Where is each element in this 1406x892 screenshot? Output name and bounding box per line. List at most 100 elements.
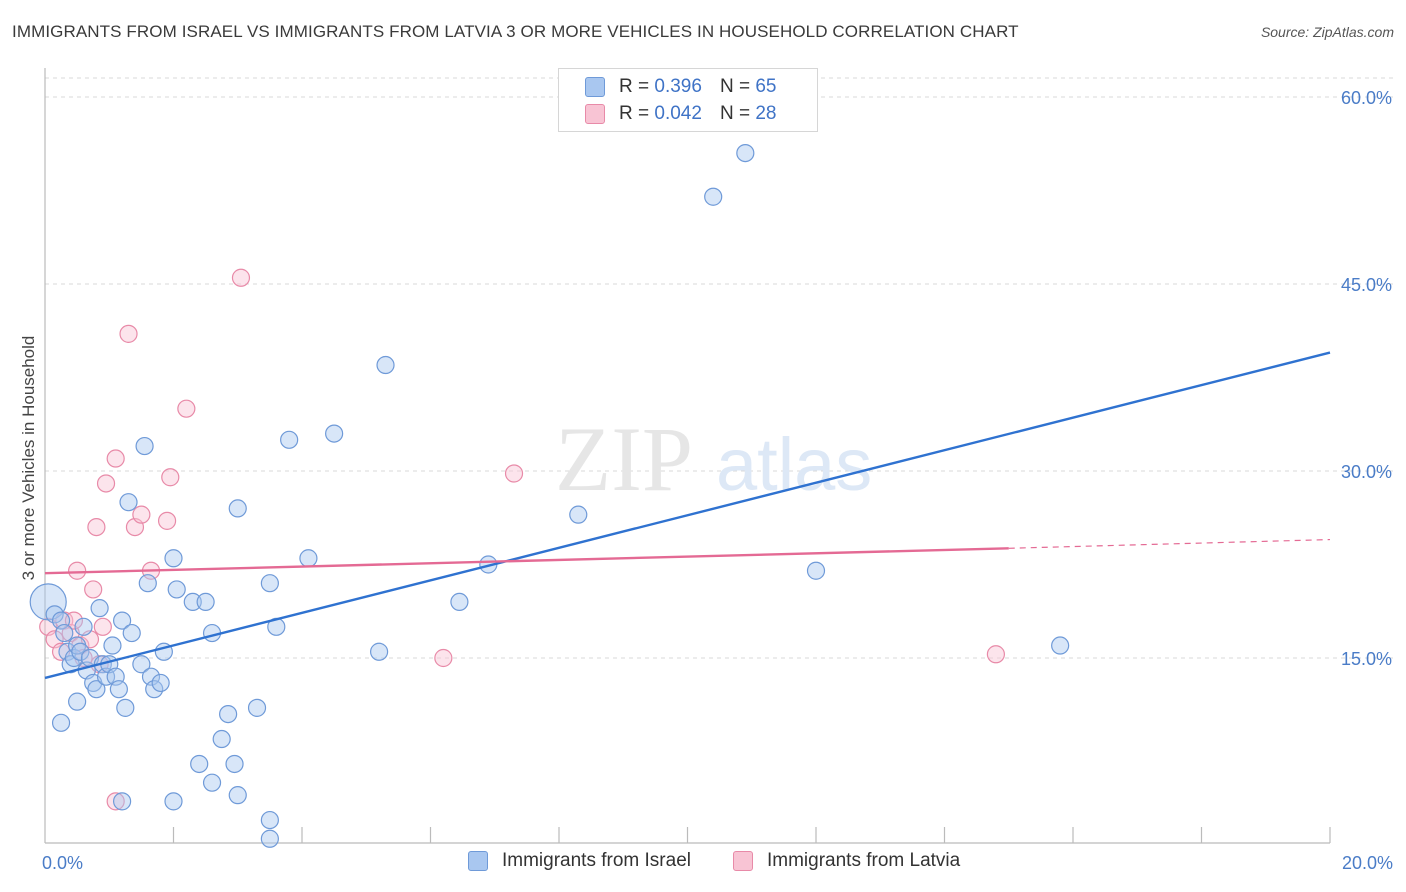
latvia-point [106, 792, 125, 811]
israel-point [1051, 636, 1070, 655]
latvia-point [157, 511, 177, 530]
israel-point [376, 355, 395, 375]
legend-swatch-israel [585, 77, 605, 97]
israel-point [116, 698, 135, 717]
israel-point [190, 754, 209, 774]
israel-point [164, 792, 183, 811]
israel-point [280, 430, 299, 449]
latvia-points [39, 268, 1006, 811]
watermark-zip: ZIP [555, 408, 693, 510]
latvia-point [64, 611, 84, 630]
legend-row-latvia: R = 0.042 N = 28 [585, 102, 776, 126]
israel-point [87, 680, 106, 699]
israel-point [119, 493, 138, 512]
gridlines [45, 77, 1395, 659]
israel-point [183, 592, 202, 612]
israel-point [68, 692, 87, 711]
israel-point [196, 592, 215, 612]
israel-point [704, 187, 723, 206]
israel-point [122, 623, 141, 643]
legend-n-value: 65 [755, 76, 777, 97]
latvia-point [177, 399, 196, 418]
latvia-point [132, 505, 151, 524]
israel-point [228, 499, 247, 518]
israel-point [90, 599, 109, 618]
series-legend: Immigrants from Israel Immigrants from L… [0, 850, 1406, 878]
israel-point [103, 636, 122, 655]
latvia-point [84, 580, 103, 599]
latvia-point [231, 268, 251, 287]
israel-point [450, 592, 469, 612]
israel-point [167, 580, 186, 599]
latvia-point [87, 517, 106, 537]
series-label-latvia: Immigrants from Latvia [767, 850, 961, 871]
latvia-point [119, 324, 138, 343]
israel-points [29, 144, 1070, 848]
latvia-trend-extension [1008, 538, 1331, 549]
x-tick-label: 0.0% [42, 853, 83, 873]
israel-point [247, 698, 267, 717]
israel-point [135, 436, 154, 456]
legend-r-value: 0.042 [654, 103, 702, 124]
series-swatch-latvia [733, 851, 753, 871]
israel-point [228, 786, 247, 805]
series-swatch-israel [468, 851, 488, 871]
israel-point [151, 673, 170, 693]
israel-trend-line [44, 351, 1331, 680]
israel-point [74, 617, 93, 636]
latvia-point [434, 648, 453, 668]
latvia-point [161, 468, 180, 487]
israel-point [299, 549, 318, 568]
israel-point [370, 642, 389, 661]
israel-point [112, 792, 132, 811]
x-tick-label: 20.0% [1342, 853, 1393, 873]
israel-point [260, 574, 279, 593]
latvia-point [68, 561, 87, 580]
legend-r-label: R = [619, 103, 650, 124]
y-tick-label: 60.0% [1341, 88, 1392, 108]
legend-swatch-latvia [585, 104, 605, 124]
latvia-point [986, 645, 1006, 664]
series-legend-latvia[interactable]: Immigrants from Latvia [733, 850, 960, 872]
series-legend-israel[interactable]: Immigrants from Israel [468, 850, 691, 872]
latvia-point [93, 617, 112, 636]
israel-point [806, 561, 826, 580]
legend-n-label: N = [719, 76, 751, 97]
y-tick-label: 30.0% [1341, 462, 1392, 482]
israel-point [202, 773, 222, 792]
israel-point [164, 549, 183, 568]
israel-point [569, 505, 588, 524]
chart-title: IMMIGRANTS FROM ISRAEL VS IMMIGRANTS FRO… [12, 22, 1019, 41]
latvia-point [96, 474, 116, 493]
legend-row-israel: R = 0.396 N = 65 [585, 75, 776, 99]
israel-point [212, 729, 231, 749]
israel-point [225, 754, 244, 774]
latvia-point [106, 449, 125, 468]
series-label-israel: Immigrants from Israel [502, 850, 691, 871]
israel-point [138, 574, 157, 593]
y-tick-label: 45.0% [1341, 275, 1392, 295]
source-credit: Source: ZipAtlas.com [1260, 24, 1394, 40]
tick-labels: 15.0% 30.0% 45.0% 60.0% 0.0% 20.0% [42, 88, 1393, 873]
israel-point [260, 829, 279, 848]
israel-point [51, 713, 71, 732]
israel-point [260, 810, 279, 830]
israel-point [112, 611, 132, 630]
watermark-atlas: atlas [716, 423, 872, 506]
y-axis-label: 3 or more Vehicles in Household [19, 336, 38, 581]
israel-point [736, 144, 755, 163]
israel-point [71, 642, 90, 661]
y-tick-label: 15.0% [1341, 649, 1392, 669]
legend-r-value: 0.396 [654, 76, 702, 97]
legend-n-value: 28 [755, 103, 777, 124]
trend-lines [44, 351, 1331, 680]
axes [44, 68, 1331, 844]
latvia-trend-line [44, 547, 1009, 575]
israel-point [132, 655, 151, 674]
legend-r-label: R = [619, 76, 650, 97]
israel-point [109, 680, 128, 699]
latvia-point [504, 464, 524, 483]
israel-point [325, 424, 344, 443]
israel-point [219, 704, 238, 724]
